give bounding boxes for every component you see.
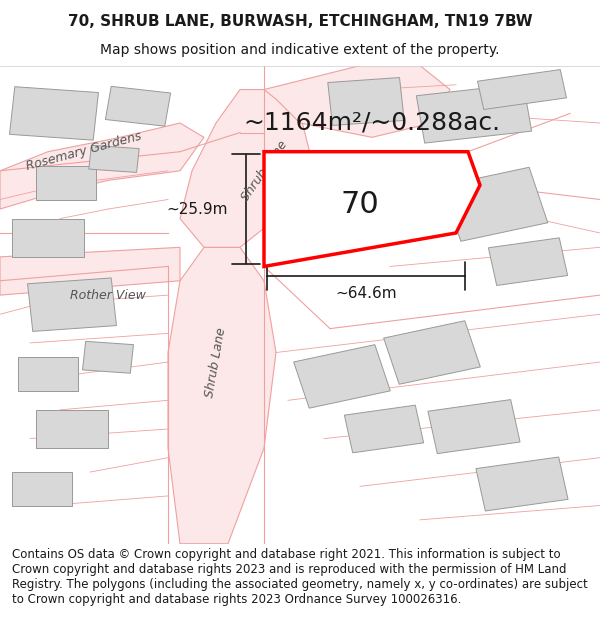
Text: 70, SHRUB LANE, BURWASH, ETCHINGHAM, TN19 7BW: 70, SHRUB LANE, BURWASH, ETCHINGHAM, TN1…	[68, 14, 532, 29]
Bar	[348, 219, 384, 243]
Polygon shape	[106, 86, 170, 126]
Polygon shape	[168, 248, 276, 544]
Polygon shape	[478, 69, 566, 109]
Polygon shape	[428, 399, 520, 454]
Polygon shape	[476, 457, 568, 511]
Text: ~1164m²/~0.288ac.: ~1164m²/~0.288ac.	[244, 111, 500, 135]
Text: Map shows position and indicative extent of the property.: Map shows position and indicative extent…	[100, 42, 500, 57]
Text: Shrub Lane: Shrub Lane	[203, 326, 229, 398]
Text: 70: 70	[341, 190, 379, 219]
Polygon shape	[89, 145, 139, 172]
Bar	[12, 472, 72, 506]
Polygon shape	[0, 123, 204, 209]
Text: ~25.9m: ~25.9m	[167, 201, 228, 216]
Polygon shape	[264, 66, 450, 138]
Polygon shape	[264, 152, 480, 266]
Polygon shape	[328, 78, 404, 126]
Polygon shape	[442, 168, 548, 241]
Bar	[36, 166, 96, 199]
Bar	[18, 357, 78, 391]
Text: Contains OS data © Crown copyright and database right 2021. This information is : Contains OS data © Crown copyright and d…	[12, 548, 588, 606]
Text: ~64.6m: ~64.6m	[335, 286, 397, 301]
Text: Shrub Lane: Shrub Lane	[238, 138, 290, 204]
Bar	[12, 219, 84, 257]
Bar	[300, 171, 360, 209]
Polygon shape	[383, 321, 481, 384]
Polygon shape	[83, 341, 133, 373]
Polygon shape	[180, 89, 312, 248]
Polygon shape	[416, 84, 532, 143]
Text: Rother View: Rother View	[70, 289, 146, 302]
Polygon shape	[344, 405, 424, 453]
Polygon shape	[293, 344, 391, 408]
Polygon shape	[0, 248, 180, 295]
Polygon shape	[488, 238, 568, 286]
Polygon shape	[28, 278, 116, 331]
Polygon shape	[10, 87, 98, 140]
Bar	[36, 410, 108, 448]
Text: Rosemary Gardens: Rosemary Gardens	[25, 130, 143, 173]
